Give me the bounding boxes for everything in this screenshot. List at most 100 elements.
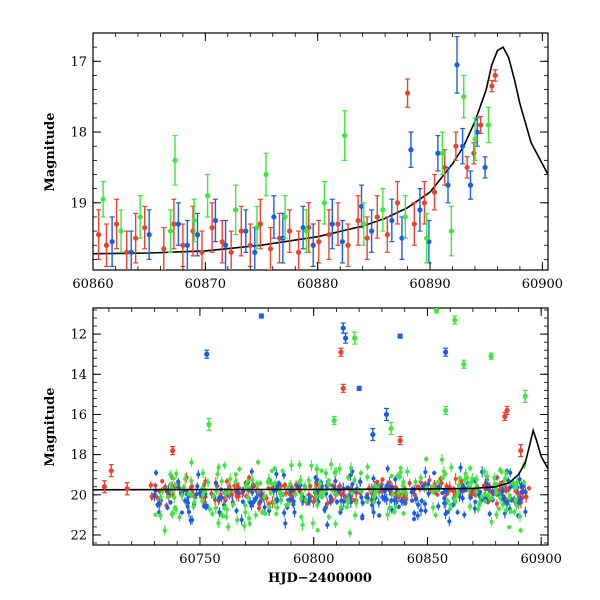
bottom-band-point xyxy=(373,483,378,488)
top-data-point xyxy=(161,246,167,252)
bottom-data-point xyxy=(383,411,390,418)
bottom-band-point xyxy=(494,501,500,506)
top-data-point xyxy=(300,224,306,231)
top-data-point xyxy=(199,249,205,255)
bottom-band-point xyxy=(246,475,252,480)
bottom-band-point xyxy=(482,491,487,497)
bottom-band-point xyxy=(443,471,448,477)
bottom-band-point xyxy=(247,500,253,505)
bottom-band-point xyxy=(310,521,316,526)
bottom-band-point xyxy=(447,519,452,524)
bottom-band-point xyxy=(265,479,270,484)
bottom-band-point xyxy=(345,497,351,502)
bottom-band-point xyxy=(463,471,468,476)
bottom-band-point xyxy=(409,490,414,495)
bottom-band-point xyxy=(171,476,176,481)
bottom-band-point xyxy=(158,495,163,500)
bottom-model-curve xyxy=(93,427,548,491)
bottom-band-point xyxy=(418,475,423,480)
bottom-band-point xyxy=(219,495,224,500)
top-data-point xyxy=(228,249,234,255)
bottom-blue-dense-band xyxy=(152,462,528,529)
bottom-data-point xyxy=(331,417,337,424)
bottom-band-point xyxy=(334,499,340,504)
bottom-data-point xyxy=(352,335,358,341)
top-data-point xyxy=(247,242,253,248)
bottom-band-point xyxy=(436,479,441,485)
bottom-band-point xyxy=(488,496,493,501)
bottom-band-point xyxy=(398,465,403,471)
top-data-point xyxy=(404,90,411,96)
bottom-band-point xyxy=(229,492,235,497)
bottom-x-tick-label: 60900 xyxy=(520,552,561,567)
top-y-tick-label: 19 xyxy=(70,196,87,211)
bottom-band-point xyxy=(318,481,323,486)
bottom-band-point xyxy=(360,516,365,521)
top-data-point xyxy=(453,143,459,149)
bottom-band-point xyxy=(354,490,359,496)
bottom-band-point xyxy=(333,521,338,526)
bottom-band-point xyxy=(219,512,225,518)
bottom-band-point xyxy=(468,504,473,509)
top-data-point xyxy=(124,249,130,255)
top-data-point xyxy=(431,189,438,195)
bottom-band-point xyxy=(177,515,182,520)
bottom-band-point xyxy=(350,482,355,487)
top-data-point xyxy=(472,136,478,142)
bottom-band-point xyxy=(272,466,277,471)
bottom-band-point xyxy=(507,496,512,501)
bottom-data-point xyxy=(170,448,176,454)
bottom-band-point xyxy=(329,462,334,467)
top-data-point xyxy=(380,207,386,213)
top-data-point xyxy=(345,242,351,248)
bottom-plot-frame xyxy=(92,307,549,546)
bottom-band-point xyxy=(185,500,190,505)
bottom-band-point xyxy=(269,468,275,474)
bottom-band-point xyxy=(500,502,505,507)
bottom-band-point xyxy=(430,505,436,510)
bottom-band-point xyxy=(451,489,456,494)
bottom-data-point xyxy=(101,484,107,490)
bottom-band-point xyxy=(474,477,479,482)
bottom-band-point xyxy=(267,508,272,513)
bottom-band-point xyxy=(380,477,385,482)
bottom-band-point xyxy=(263,511,268,516)
bottom-band-point xyxy=(518,497,523,502)
bottom-band-point xyxy=(359,489,364,494)
top-data-point xyxy=(394,200,401,206)
bottom-band-point xyxy=(239,517,244,522)
bottom-band-point xyxy=(195,484,200,489)
bottom-band-point xyxy=(460,496,465,501)
bottom-x-axis-title: HJD−2400000 xyxy=(268,571,372,586)
bottom-band-point xyxy=(448,506,453,511)
bottom-band-point xyxy=(236,490,241,495)
bottom-band-point xyxy=(275,505,280,510)
top-y-tick-label: 17 xyxy=(70,55,87,70)
bottom-band-point xyxy=(418,508,424,513)
bottom-band-point xyxy=(517,514,523,519)
bottom-band-point xyxy=(200,470,206,476)
bottom-band-point xyxy=(160,479,165,484)
bottom-band-point xyxy=(365,464,370,469)
bottom-band-point xyxy=(211,493,216,499)
top-data-point xyxy=(374,214,380,220)
bottom-band-point xyxy=(504,508,509,513)
bottom-band-point xyxy=(422,501,428,506)
bottom-band-point xyxy=(486,493,491,498)
top-data-point xyxy=(257,221,263,227)
bottom-band-point xyxy=(359,495,364,500)
bottom-band-point xyxy=(344,505,349,510)
bottom-band-point xyxy=(468,495,473,500)
bottom-y-tick-label: 22 xyxy=(70,528,87,543)
bottom-band-point xyxy=(333,479,338,484)
bottom-band-point xyxy=(456,482,461,488)
bottom-y-tick-label: 20 xyxy=(70,488,87,503)
bottom-band-point xyxy=(523,489,528,495)
bottom-band-point xyxy=(293,492,298,497)
bottom-band-point xyxy=(424,456,429,462)
top-data-point xyxy=(460,143,466,149)
bottom-band-point xyxy=(396,490,401,495)
bottom-data-point xyxy=(443,349,449,355)
bottom-band-point xyxy=(323,471,329,476)
